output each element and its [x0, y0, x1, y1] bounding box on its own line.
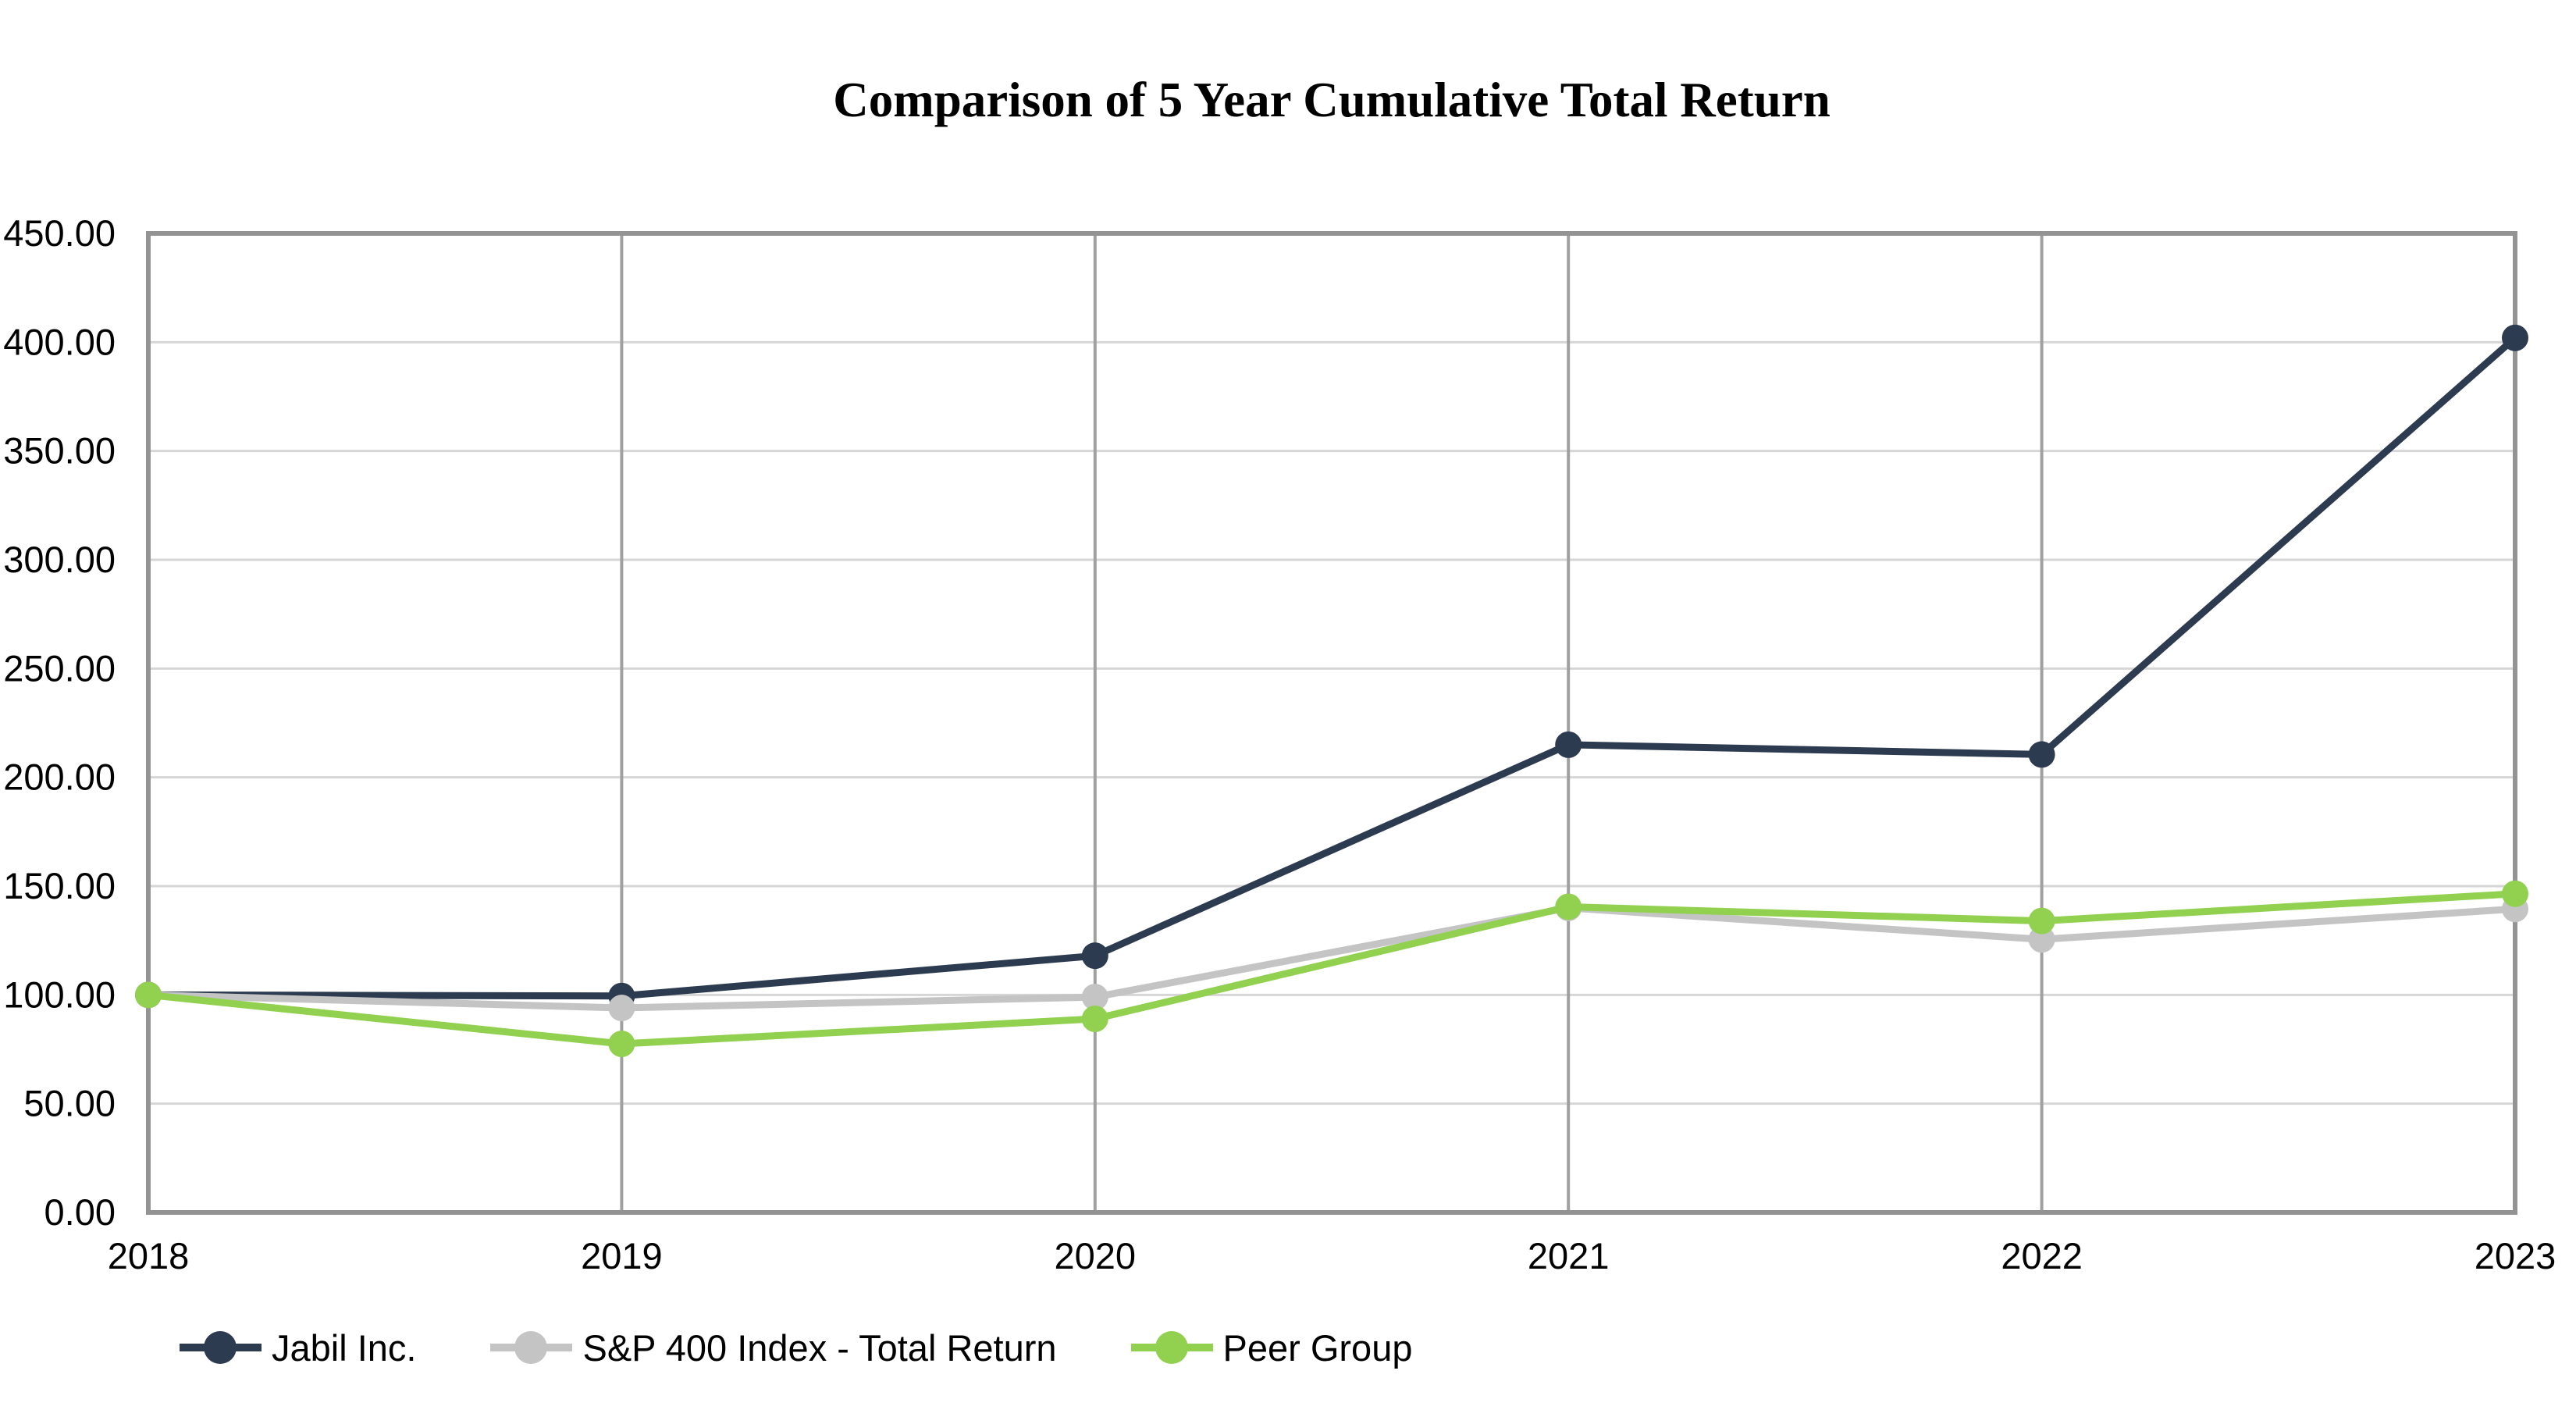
x-axis-tick-label: 2020 — [1055, 1235, 1137, 1276]
legend-label: Peer Group — [1222, 1326, 1413, 1369]
x-axis-tick-label: 2018 — [108, 1235, 190, 1276]
x-axis-tick-label: 2023 — [2475, 1235, 2556, 1276]
y-axis-tick-label: 450.00 — [3, 212, 116, 254]
legend-line-marker-icon — [180, 1331, 262, 1364]
series-line — [144, 904, 2519, 1012]
series-jabil-inc — [135, 324, 2528, 1009]
y-axis-tick-label: 300.00 — [3, 539, 116, 580]
legend: Jabil Inc. S&P 400 Index - Total Return Pe… — [180, 1323, 1412, 1372]
series-peer-group — [135, 880, 2528, 1058]
data-point-marker — [2028, 926, 2055, 953]
chart-title: Comparison of 5 Year Cumulative Total Re… — [833, 73, 1831, 127]
y-axis-tick-label: 250.00 — [3, 647, 116, 689]
gridlines — [148, 233, 2515, 1212]
y-axis-tick-label: 50.00 — [23, 1083, 116, 1124]
data-point-marker — [1081, 1005, 1108, 1032]
data-point-marker — [608, 995, 635, 1022]
y-axis-tick-label: 200.00 — [3, 757, 116, 798]
data-point-marker — [608, 1031, 635, 1058]
x-axis-labels: 2018 2019 2020 2021 2022 2023 — [108, 1235, 2556, 1276]
y-axis-tick-label: 150.00 — [3, 865, 116, 906]
y-axis-tick-label: 400.00 — [3, 321, 116, 362]
y-axis-tick-label: 100.00 — [3, 974, 116, 1015]
data-point-marker — [2028, 741, 2055, 768]
data-point-marker — [1555, 893, 1582, 920]
series-line — [144, 890, 2519, 1048]
data-point-marker — [1081, 942, 1108, 970]
data-point-marker — [2502, 880, 2528, 907]
x-axis-tick-label: 2022 — [2001, 1235, 2083, 1276]
legend-item-peer-group: Peer Group — [1130, 1326, 1413, 1369]
y-axis-tick-label: 0.00 — [44, 1191, 116, 1233]
legend-item-s-p-400-index-total-return: S&P 400 Index - Total Return — [490, 1326, 1057, 1369]
data-point-marker — [1081, 984, 1108, 1011]
data-point-marker — [135, 981, 162, 1009]
legend-item-jabil-inc: Jabil Inc. — [180, 1326, 416, 1369]
series-line — [144, 334, 2519, 1000]
y-axis-tick-label: 350.00 — [3, 430, 116, 472]
data-point-marker — [2028, 907, 2055, 935]
legend-label: S&P 400 Index - Total Return — [582, 1326, 1057, 1369]
legend-line-marker-icon — [1130, 1331, 1213, 1364]
legend-line-marker-icon — [490, 1331, 573, 1364]
y-axis-labels: 0.00 50.00 100.00 150.00 200.00 250.00 300.00 3… — [3, 212, 116, 1233]
data-point-marker — [2502, 324, 2528, 351]
legend-label: Jabil Inc. — [272, 1326, 417, 1369]
plot-border — [146, 231, 2517, 1215]
data-point-marker — [1555, 731, 1582, 758]
x-axis-tick-label: 2019 — [581, 1235, 663, 1276]
x-axis-tick-label: 2021 — [1528, 1235, 1610, 1276]
